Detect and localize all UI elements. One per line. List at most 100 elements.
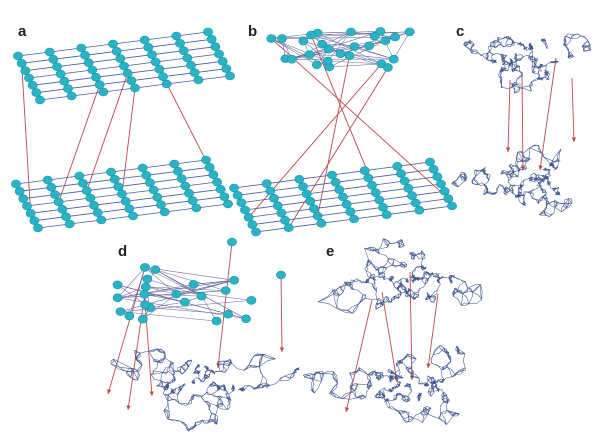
lower-road-e-road bbox=[422, 413, 429, 423]
lower-road-e-road bbox=[447, 398, 449, 401]
lower-grid-b-edge bbox=[299, 174, 333, 180]
lower-road-c-road bbox=[464, 173, 468, 179]
lower-road-d-road bbox=[197, 364, 201, 367]
upper-road-c-road bbox=[511, 42, 515, 46]
upper-grid-a-node bbox=[55, 69, 66, 79]
lower-road-e-road bbox=[410, 368, 415, 374]
upper-road-c-road bbox=[545, 73, 549, 78]
lower-road-e-road bbox=[350, 383, 359, 387]
lower-grid-a-edge bbox=[19, 186, 52, 192]
lower-grid-b-node bbox=[327, 170, 337, 180]
upper-road-e-road bbox=[388, 258, 394, 266]
upper-road-e-road bbox=[399, 265, 406, 268]
lower-road-d-road bbox=[253, 354, 264, 357]
lower-grid-b-node bbox=[276, 208, 287, 218]
lower-road-d-road bbox=[205, 366, 208, 370]
upper-road-e-road bbox=[428, 274, 432, 279]
lower-road-e-road bbox=[391, 375, 393, 377]
lower-road-d-road bbox=[110, 358, 114, 364]
upper-road-e-road bbox=[389, 276, 394, 281]
lower-road-d-road bbox=[167, 418, 181, 422]
lower-road-e-road bbox=[369, 372, 373, 376]
lower-road-d-road bbox=[211, 394, 217, 397]
lower-road-e-road bbox=[446, 352, 449, 355]
lower-road-d-road bbox=[227, 391, 233, 394]
lower-road-e-road bbox=[433, 347, 445, 356]
lower-road-c-road bbox=[521, 201, 526, 205]
lower-road-d-road bbox=[172, 371, 176, 375]
upper-road-e-road bbox=[405, 280, 409, 284]
upper-road-e-road bbox=[412, 294, 419, 298]
lower-road-e-road bbox=[350, 383, 358, 387]
upper-grid-a-edge bbox=[131, 76, 164, 82]
interlayer-link-e bbox=[345, 299, 373, 413]
lower-road-e-road bbox=[446, 366, 456, 375]
upper-road-c-road bbox=[531, 66, 534, 73]
lower-road-d-road bbox=[202, 419, 210, 422]
lower-road-d-road bbox=[239, 387, 245, 391]
lower-road-c-road bbox=[524, 160, 527, 169]
upper-grid-a-node bbox=[143, 43, 154, 52]
upper-road-e-road bbox=[462, 293, 470, 304]
lower-road-d-road bbox=[221, 384, 225, 387]
lower-road-d-road bbox=[198, 377, 202, 381]
upper-random-d-edge bbox=[144, 267, 177, 295]
upper-road-e-road bbox=[367, 259, 369, 262]
lower-road-e-road bbox=[398, 382, 401, 387]
lower-road-e-road bbox=[433, 390, 438, 392]
lower-grid-b-node bbox=[359, 166, 370, 175]
upper-grid-a-node bbox=[221, 64, 232, 73]
upper-grid-a-node bbox=[175, 39, 185, 48]
lower-road-c-road bbox=[537, 174, 540, 179]
upper-grid-a-edge bbox=[179, 38, 212, 44]
upper-road-e-road bbox=[393, 258, 402, 263]
upper-road-c-road bbox=[514, 67, 518, 71]
lower-road-d-road bbox=[163, 400, 169, 411]
lower-road-c-road bbox=[565, 202, 572, 209]
upper-road-e-road bbox=[449, 279, 452, 283]
lower-road-e-road bbox=[393, 394, 397, 401]
lower-road-e-road bbox=[443, 347, 448, 355]
upper-road-c-road bbox=[541, 38, 546, 41]
upper-road-c-road bbox=[537, 77, 541, 80]
lower-road-c-road bbox=[459, 172, 466, 176]
lower-road-e-road bbox=[394, 373, 397, 377]
lower-road-d-road bbox=[223, 359, 230, 362]
lower-road-d-road bbox=[232, 385, 235, 392]
lower-road-c-road bbox=[451, 181, 455, 185]
lower-grid-a-node bbox=[25, 209, 36, 218]
lower-grid-a-edge bbox=[118, 182, 151, 188]
lower-road-e-road bbox=[403, 400, 407, 403]
lower-road-e-road bbox=[434, 380, 439, 384]
lower-road-e-road bbox=[333, 371, 338, 384]
upper-road-c-road bbox=[544, 69, 548, 73]
lower-road-c-road bbox=[541, 175, 546, 177]
lower-grid-b-node bbox=[349, 214, 359, 224]
upper-road-e-road bbox=[383, 238, 391, 244]
lower-road-c-road bbox=[494, 192, 497, 194]
lower-road-c-road bbox=[522, 194, 525, 196]
lower-road-c-road bbox=[478, 184, 485, 186]
upper-grid-a-node bbox=[182, 53, 193, 63]
lower-road-e-road bbox=[304, 374, 315, 378]
lower-road-c-road bbox=[515, 196, 519, 198]
upper-road-e-road bbox=[352, 304, 359, 314]
panel-label-b: b bbox=[248, 23, 257, 40]
lower-grid-a-node bbox=[180, 181, 191, 191]
lower-road-e-road bbox=[403, 416, 409, 420]
lower-road-e-road bbox=[393, 394, 398, 401]
lower-road-d-road bbox=[228, 359, 232, 366]
lower-road-e-road bbox=[413, 418, 423, 423]
lower-road-e-road bbox=[455, 412, 460, 415]
upper-grid-a-node bbox=[111, 47, 122, 56]
lower-road-d-road bbox=[187, 360, 192, 367]
lower-road-e-road bbox=[367, 384, 372, 388]
lower-road-c-road bbox=[549, 162, 553, 165]
upper-road-c-road bbox=[570, 35, 581, 39]
lower-road-c-road bbox=[511, 170, 514, 174]
lower-road-c-road bbox=[557, 191, 560, 195]
lower-road-e-road bbox=[405, 411, 409, 417]
lower-road-d-road bbox=[200, 380, 204, 383]
upper-grid-a-node bbox=[27, 81, 38, 90]
lower-road-e-road bbox=[427, 375, 434, 379]
